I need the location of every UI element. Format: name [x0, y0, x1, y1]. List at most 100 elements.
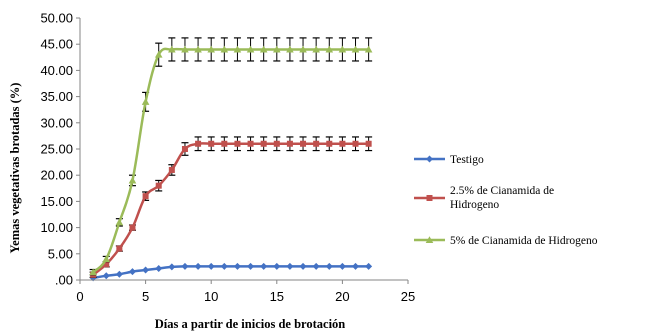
data-point — [312, 45, 320, 53]
data-point — [273, 262, 281, 270]
data-point — [221, 140, 228, 147]
data-point — [194, 262, 202, 270]
y-tick-label: 50.00 — [40, 11, 73, 26]
data-point — [168, 45, 176, 53]
data-point — [300, 140, 307, 147]
y-tick-label: 5.00 — [48, 246, 73, 261]
data-point — [89, 268, 97, 276]
legend-swatch-marker — [426, 155, 433, 163]
legend-label: 5% de Cianamida de Hidrogeno — [450, 235, 598, 247]
legend-label: 2.5% de Cianamida de — [450, 185, 554, 197]
data-point — [115, 218, 124, 226]
data-point — [141, 98, 150, 105]
x-tick-label: 0 — [76, 289, 83, 304]
y-tick-label: 25.00 — [40, 142, 73, 157]
plot-area — [89, 37, 373, 282]
x-tick-label: 20 — [335, 289, 349, 304]
data-point — [168, 166, 175, 173]
data-point — [352, 140, 359, 147]
data-point — [102, 255, 111, 263]
y-axis-title: Yemas vegetativas brotadas (%) — [8, 83, 22, 254]
data-point — [128, 176, 137, 184]
series-line — [92, 142, 369, 276]
legend-swatch-marker — [425, 236, 434, 243]
data-point — [246, 45, 255, 53]
data-point — [247, 140, 254, 147]
y-tick-label: .00 — [55, 273, 73, 288]
data-point — [181, 45, 189, 53]
data-point — [260, 262, 268, 270]
legend-entry: Testigo — [414, 154, 484, 166]
data-point — [154, 50, 163, 58]
data-point — [365, 262, 373, 270]
x-tick-label: 5 — [142, 289, 149, 304]
data-point — [220, 262, 228, 270]
data-point — [129, 224, 136, 231]
data-point — [339, 140, 346, 147]
legend-entry: 2.5% de Cianamida de Hidrogeno — [414, 185, 554, 211]
data-point — [364, 45, 373, 53]
y-tick-label: 45.00 — [40, 37, 73, 52]
data-point — [115, 270, 123, 278]
y-tick-label: 10.00 — [40, 220, 73, 235]
data-point — [142, 266, 150, 274]
data-point — [247, 262, 255, 270]
series-3 — [89, 37, 373, 276]
data-point — [286, 140, 293, 147]
data-point — [116, 245, 123, 252]
data-point — [155, 182, 162, 189]
data-point — [273, 140, 280, 147]
y-tick-label: 40.00 — [40, 63, 73, 78]
series-2 — [89, 136, 373, 278]
data-point — [338, 262, 346, 270]
data-point — [365, 140, 372, 147]
data-point — [326, 140, 333, 147]
series-line — [92, 47, 369, 274]
legend-entry: 5% de Cianamida de Hidrogeno — [414, 235, 598, 247]
x-tick-label: 10 — [204, 289, 218, 304]
data-point — [103, 261, 110, 268]
data-point — [181, 146, 188, 152]
data-point — [325, 262, 333, 270]
data-point — [208, 140, 215, 147]
axes: .00 5.00 10.00 15.00 20.00 25.00 30.00 35.00 40.… — [40, 11, 415, 305]
data-point — [207, 262, 215, 270]
data-point — [220, 45, 229, 53]
data-point — [312, 262, 320, 270]
data-point — [155, 264, 163, 272]
data-point — [233, 45, 242, 53]
data-point — [338, 45, 347, 53]
data-point — [234, 140, 241, 147]
data-point — [299, 262, 307, 270]
series-line — [92, 265, 369, 280]
data-point — [102, 272, 110, 280]
legend: Testigo 2.5% de Cianamida de Hidrogeno 5% d… — [414, 154, 598, 247]
legend-label: Testigo — [450, 154, 484, 166]
legend-swatch-marker — [426, 195, 433, 201]
data-point — [168, 263, 176, 271]
y-tick-label: 20.00 — [40, 168, 73, 183]
data-point — [142, 193, 149, 200]
data-point — [260, 140, 267, 147]
data-point — [194, 45, 202, 53]
x-tick-label: 15 — [270, 289, 284, 304]
series-1 — [89, 262, 373, 282]
data-point — [351, 45, 360, 53]
data-point — [273, 45, 281, 53]
data-point — [286, 45, 294, 53]
y-tick-label: 30.00 — [40, 115, 73, 130]
data-point — [299, 45, 307, 53]
data-point — [233, 262, 241, 270]
data-point — [325, 45, 334, 53]
data-point — [181, 262, 189, 270]
y-tick-label: 35.00 — [40, 89, 73, 104]
data-point — [128, 268, 136, 276]
data-point — [313, 140, 320, 147]
data-point — [352, 262, 360, 270]
legend-label: Hidrogeno — [450, 199, 499, 211]
data-point — [207, 45, 215, 53]
data-point — [286, 262, 294, 270]
x-axis-title: Días a partir de inicios de brotación — [155, 317, 346, 331]
y-tick-label: 15.00 — [40, 194, 73, 209]
